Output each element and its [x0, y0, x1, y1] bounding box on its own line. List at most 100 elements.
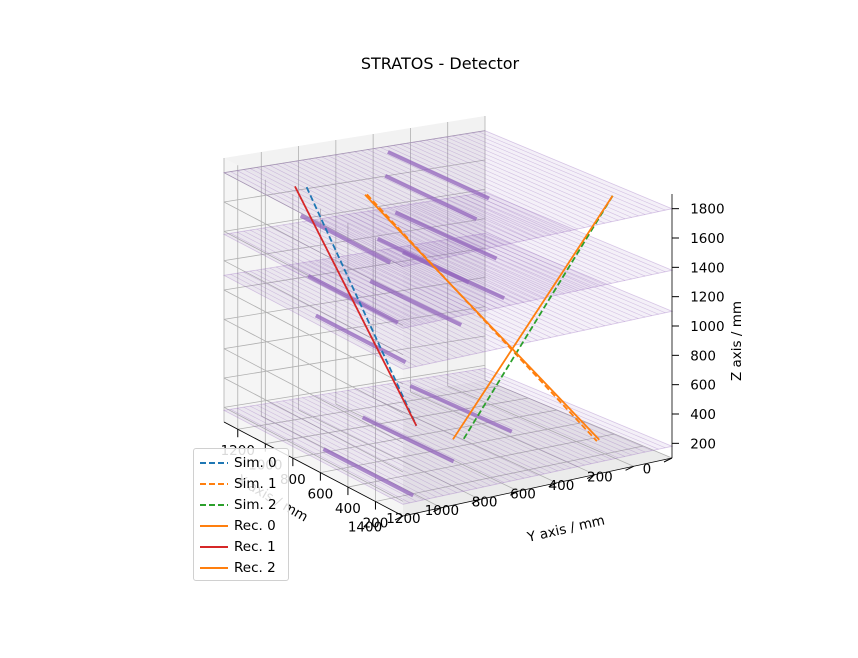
- detector-strip: [406, 245, 592, 330]
- detector-strip: [413, 203, 599, 287]
- detector-strip: [426, 377, 612, 460]
- detector-module: [384, 173, 478, 222]
- grid-line-z: [223, 289, 404, 385]
- detector-strip: [341, 391, 525, 479]
- grid-line-y: [292, 409, 557, 459]
- detector-strip: [321, 156, 505, 246]
- detector-strip: [282, 224, 464, 316]
- x-tick-label: 400: [549, 478, 575, 494]
- grid-line-z: [223, 188, 486, 232]
- detector-strip: [400, 246, 585, 331]
- x-tick-mark: [394, 515, 404, 521]
- legend-item: Sim. 2: [194, 494, 288, 515]
- detector-strip: [328, 217, 511, 306]
- detector-strip: [419, 202, 605, 286]
- y-tick-label: 400: [335, 501, 361, 517]
- track-rec-1: [294, 185, 418, 427]
- detector-strip: [471, 194, 659, 274]
- detector-strip: [419, 243, 605, 327]
- detector-strip: [263, 268, 444, 361]
- detector-module: [299, 213, 392, 265]
- detector-strip: [439, 199, 626, 281]
- legend-swatch-sim-0: [200, 461, 228, 464]
- detector-strip: [276, 401, 457, 493]
- detector-strip: [373, 148, 558, 234]
- detector-strip: [406, 142, 592, 227]
- detector-module: [322, 447, 415, 498]
- detector-strip: [328, 393, 511, 482]
- detector-strip: [354, 212, 538, 300]
- grid-line-x: [298, 409, 481, 500]
- detector-strip: [478, 193, 666, 272]
- grid-line-z: [223, 318, 404, 414]
- detector-strip: [315, 157, 498, 247]
- grid-line-z: [223, 159, 486, 203]
- detector-strip: [354, 151, 538, 238]
- grid-lines: [223, 116, 673, 517]
- legend-swatch-sim-2: [200, 503, 228, 506]
- detector-strip: [347, 390, 531, 477]
- detector-strip: [413, 141, 599, 225]
- detector-module: [394, 210, 498, 261]
- chart-title: STRATOS - Detector: [360, 54, 520, 73]
- detector-strip: [413, 244, 599, 328]
- detector-module: [314, 313, 407, 364]
- detector-strip: [328, 258, 511, 347]
- legend-swatch-sim-1: [200, 482, 228, 485]
- legend-label: Sim. 2: [234, 496, 277, 513]
- grid-line-z: [223, 172, 404, 268]
- detector-strip: [321, 218, 505, 307]
- detector-strip: [256, 269, 437, 363]
- x-tick-label: 1000: [425, 503, 459, 519]
- axis-ticks: 0200400600800100012001400200400600800100…: [221, 194, 725, 535]
- grid-line-z: [223, 364, 486, 408]
- detector-strip: [439, 375, 626, 457]
- detector-strip: [354, 254, 538, 341]
- legend-label: Sim. 0: [234, 454, 277, 471]
- detector-strip: [393, 206, 578, 291]
- grid-line-z: [223, 130, 486, 174]
- detector-module: [387, 150, 490, 201]
- detector-strip: [458, 372, 646, 453]
- detector-strip: [387, 146, 572, 231]
- y-axis-line: [223, 421, 404, 517]
- detector-strip: [328, 155, 511, 244]
- detector-strip: [249, 270, 431, 364]
- detector-strip: [302, 221, 484, 312]
- z-tick-label: 800: [690, 348, 716, 364]
- detector-strip: [426, 201, 612, 284]
- detector-strip: [347, 214, 531, 301]
- grid-line-x: [372, 397, 557, 484]
- detector-strip: [236, 170, 417, 265]
- detector-strip: [315, 260, 498, 350]
- x-tick-label: 600: [510, 486, 536, 502]
- grid-line-z: [223, 247, 486, 291]
- legend-item: Rec. 0: [194, 515, 288, 536]
- legend-item: Rec. 1: [194, 536, 288, 557]
- z-axis-label: Z axis / mm: [729, 301, 745, 381]
- detector-strip: [452, 197, 639, 278]
- detector-strip: [419, 140, 605, 224]
- grid-line-y: [320, 421, 586, 474]
- detector-strip: [458, 237, 646, 318]
- detector-strip: [236, 407, 417, 502]
- detector-strip: [360, 387, 545, 475]
- detector-strip: [400, 144, 585, 228]
- detector-strip: [256, 228, 437, 322]
- z-tick-label: 1600: [690, 231, 724, 247]
- detector-strip: [269, 402, 451, 495]
- x-tick-label: 0: [643, 461, 652, 477]
- detector-module: [376, 236, 470, 285]
- track-sim-2: [462, 195, 614, 441]
- grid-line-y: [237, 385, 500, 430]
- detector-strip: [373, 209, 558, 296]
- detector-strip: [426, 242, 612, 325]
- detector-strip: [380, 384, 565, 470]
- track-rec-2: [364, 194, 600, 441]
- detector-strip: [432, 376, 619, 459]
- grid-line-z: [223, 335, 486, 379]
- detector-strip: [465, 195, 652, 275]
- z-tick-label: 600: [690, 378, 716, 394]
- track-rec-0: [452, 195, 614, 440]
